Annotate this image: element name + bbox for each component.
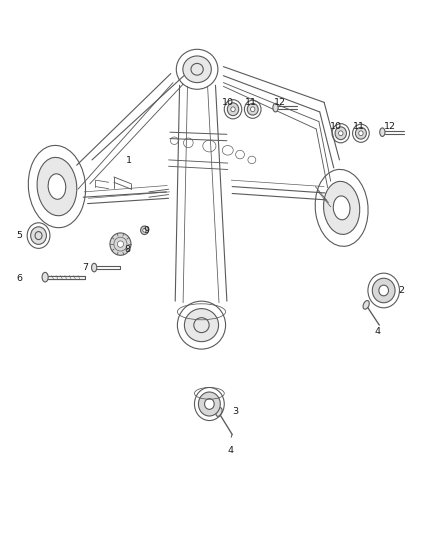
Text: 3: 3 [232,407,238,416]
Ellipse shape [117,241,124,247]
Ellipse shape [141,226,148,235]
Text: 12: 12 [384,123,396,131]
Text: 9: 9 [144,226,150,235]
Ellipse shape [110,233,131,255]
Text: 4: 4 [228,446,234,455]
Ellipse shape [48,174,66,199]
Ellipse shape [372,278,395,303]
Text: 6: 6 [17,274,23,282]
Text: 11: 11 [244,98,257,107]
Ellipse shape [37,157,77,216]
Ellipse shape [227,103,239,116]
Ellipse shape [339,131,343,136]
Ellipse shape [273,103,278,112]
Ellipse shape [205,399,214,409]
Ellipse shape [42,272,48,282]
Ellipse shape [216,408,222,416]
Ellipse shape [184,309,219,342]
Ellipse shape [363,301,369,309]
Text: 7: 7 [82,263,88,272]
Ellipse shape [183,56,212,83]
Text: 8: 8 [125,245,131,254]
Text: 2: 2 [399,286,405,295]
Text: 12: 12 [273,98,286,107]
Text: 10: 10 [222,98,234,107]
Ellipse shape [198,392,220,416]
Ellipse shape [324,181,360,235]
Text: 11: 11 [353,123,365,131]
Ellipse shape [247,103,258,115]
Ellipse shape [92,263,97,272]
Ellipse shape [355,127,366,139]
Ellipse shape [380,128,385,136]
Ellipse shape [251,107,255,112]
Text: 10: 10 [330,123,343,131]
Text: 4: 4 [374,327,381,336]
Ellipse shape [231,107,235,112]
Ellipse shape [359,131,363,136]
Ellipse shape [335,127,346,140]
Text: 1: 1 [126,156,132,165]
Ellipse shape [143,229,146,232]
Ellipse shape [379,285,389,296]
Ellipse shape [333,196,350,220]
Text: 5: 5 [17,231,23,240]
Ellipse shape [31,227,46,244]
